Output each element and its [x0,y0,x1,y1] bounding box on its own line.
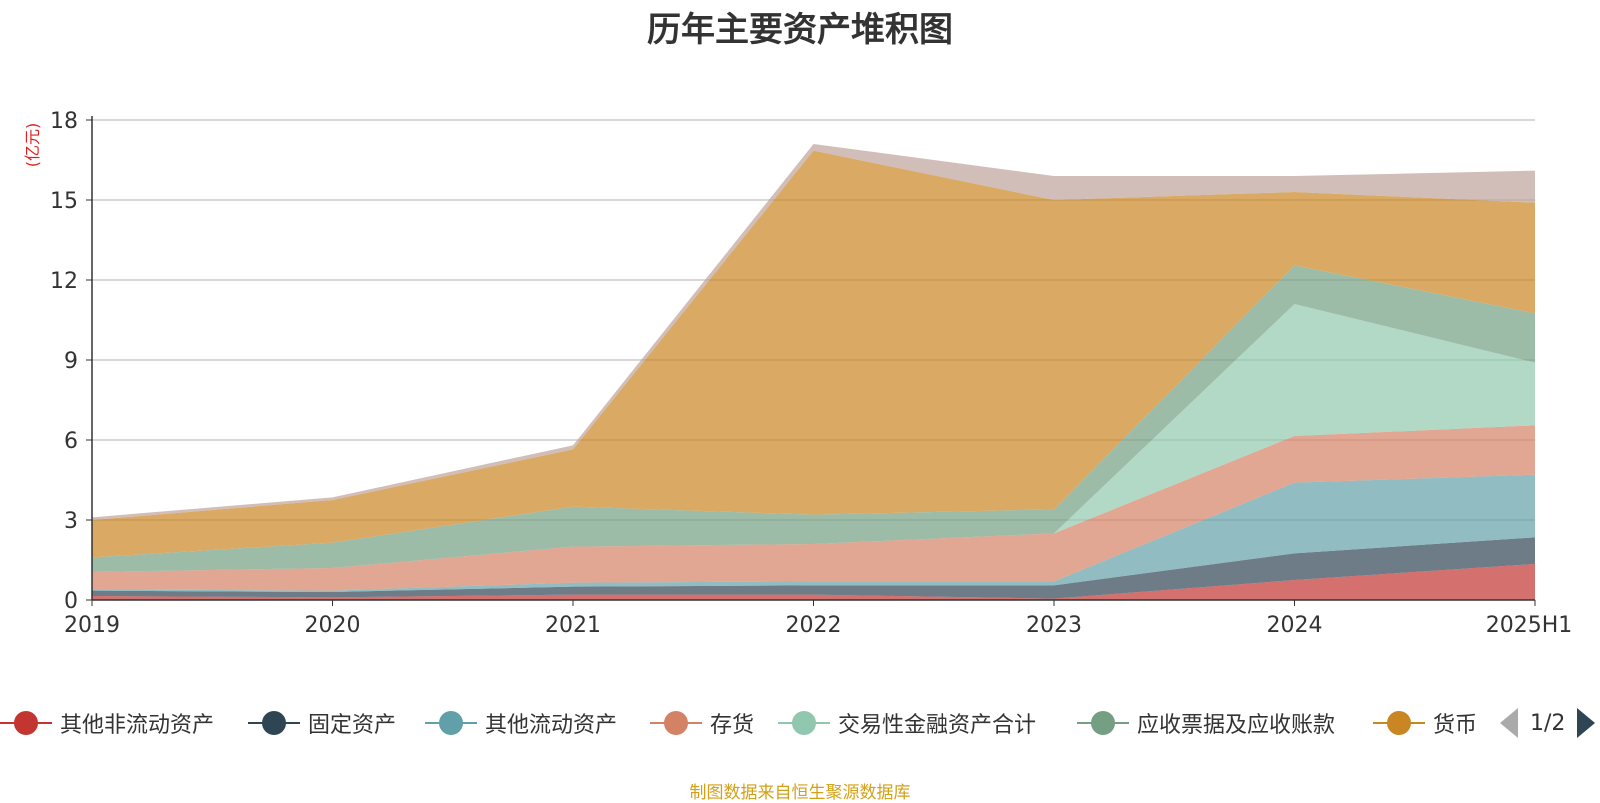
legend-swatch-icon [248,706,300,740]
legend-swatch-icon [425,706,477,740]
x-tick-label: 2024 [1267,613,1323,638]
x-tick-label: 2020 [305,613,361,638]
x-tick-label: 2023 [1026,613,1082,638]
legend-item[interactable]: 固定资产 [248,706,396,740]
chart-title: 历年主要资产堆积图 [647,10,953,50]
legend-page-indicator: 1/2 [1530,710,1566,736]
legend-label: 其他非流动资产 [60,713,215,738]
legend-label: 存货 [710,713,755,738]
legend-item[interactable]: 其他非流动资产 [0,706,214,740]
legend-item[interactable]: 存货 [650,706,754,740]
legend-label: 其他流动资产 [485,713,618,738]
legend-label: 交易性金融资产合计 [838,713,1037,738]
series-area-交易性金融资产合计 [92,304,1535,572]
y-tick-label: 9 [64,349,78,374]
y-tick-label: 0 [64,589,78,614]
y-tick-label: 6 [64,429,78,454]
legend-item[interactable]: 其他流动资产 [425,706,617,740]
legend-pager: 1/2 [1500,706,1596,740]
series-areas [92,144,1535,600]
triangle-right-icon[interactable] [1577,708,1596,738]
triangle-left-icon[interactable] [1500,708,1518,738]
y-tick-label: 12 [50,269,78,294]
series-area-应收票据及应收账款 [92,265,1535,572]
legend-swatch-icon [778,706,830,740]
legend-label: 固定资产 [308,713,397,738]
legend-swatch-icon [1373,706,1425,740]
x-tick-label: 2019 [64,613,120,638]
y-axis-label: (亿元) [23,123,42,168]
series-area-其他流动资产 [92,474,1535,592]
y-tick-label: 18 [50,109,78,134]
y-tick-label: 15 [50,189,78,214]
legend: 其他非流动资产 固定资产 其他流动资产 存货 交易性金融资产合计 应收票据及应收账款 货币 [0,706,1600,740]
legend-item[interactable]: 货币 [1373,706,1477,740]
x-tick-label: 2021 [545,613,601,638]
series-area-固定资产 [92,537,1535,599]
legend-label: 货币 [1433,713,1478,738]
legend-swatch-icon [650,706,702,740]
legend-item[interactable]: 应收票据及应收账款 [1077,706,1335,740]
series-area-其他非流动资产 [92,564,1535,600]
series-area [92,144,1535,520]
series-area-存货 [92,425,1535,591]
legend-swatch-icon [0,706,52,740]
legend-label: 应收票据及应收账款 [1137,713,1336,738]
stacked-area-chart: 0 3 6 9 12 15 18 2019 2020 2021 2022 2023 2024 2025H1… [23,109,1572,638]
axes: 0 3 6 9 12 15 18 2019 2020 2021 2022 2023 2024 2025H1 [50,109,1572,638]
legend-swatch-icon [1077,706,1129,740]
series-area-货币 [92,150,1535,558]
x-tick-label: 2022 [786,613,842,638]
legend-item[interactable]: 交易性金融资产合计 [778,706,1036,740]
data-source-note: 制图数据来自恒生聚源数据库 [689,783,911,803]
x-tick-label: 2025H1 [1486,613,1573,638]
y-tick-label: 3 [64,509,78,534]
